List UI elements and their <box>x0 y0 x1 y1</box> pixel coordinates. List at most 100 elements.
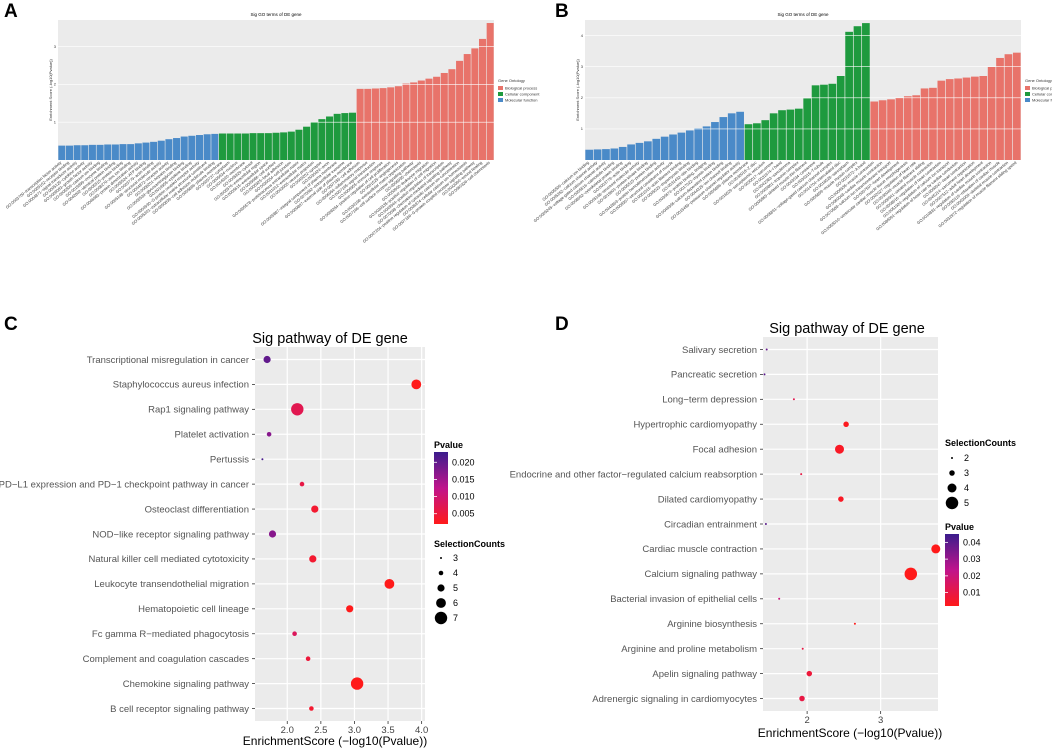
bar <box>379 88 387 160</box>
bar <box>610 148 619 160</box>
bar <box>602 149 610 160</box>
data-point <box>384 579 395 589</box>
bar <box>410 82 418 160</box>
size-legend-label: 6 <box>453 598 458 608</box>
bar <box>119 144 127 160</box>
bar <box>870 101 879 160</box>
bar <box>937 80 946 160</box>
bar <box>356 88 364 160</box>
size-legend-label: 7 <box>453 613 458 623</box>
bar <box>134 143 142 160</box>
y-tick-label: Complement and coagulation cascades <box>83 654 250 665</box>
colorbar-tick-label: 0.03 <box>963 554 981 564</box>
y-tick-label: Apelin signaling pathway <box>652 669 757 680</box>
data-point <box>800 473 803 476</box>
bar <box>836 76 845 160</box>
panel-a-bar-chart: Sig GO terms of DE gene Enrichment Score… <box>4 12 540 244</box>
bar <box>364 88 372 160</box>
chart-title: Sig GO terms of DE gene <box>777 12 829 17</box>
bar <box>195 135 204 160</box>
data-point <box>838 496 844 502</box>
bar <box>65 145 73 160</box>
x-axis-label: EnrichmentScore (−log10(Pvalue)) <box>758 726 942 740</box>
y-tick-label: Adrenergic signaling in cardiomyocytes <box>592 694 757 705</box>
panel-label-a: A <box>4 1 18 22</box>
data-point <box>853 622 856 625</box>
y-tick-label: Leukocyte transendothelial migration <box>94 579 249 590</box>
data-point <box>931 544 941 554</box>
panel-label-b: B <box>555 1 569 22</box>
chart-title: Sig pathway of DE gene <box>252 331 408 347</box>
size-legend-label: 5 <box>453 583 458 593</box>
y-tick-label: Staphylococcus aureus infection <box>113 380 249 391</box>
y-tick-label: Cardiac muscle contraction <box>642 544 757 555</box>
data-point <box>299 481 305 487</box>
y-axis-label: Enrichment Score (-log10(Pvalue)) <box>48 59 53 121</box>
bar <box>769 113 778 160</box>
bar <box>81 145 89 160</box>
y-tick-label: Chemokine signaling pathway <box>123 679 249 690</box>
y-tick-label: Hematopoietic cell lineage <box>138 604 249 615</box>
bar <box>58 145 66 160</box>
data-point <box>311 505 319 513</box>
bar <box>1004 54 1013 160</box>
pvalue-legend-title: Pvalue <box>945 522 974 532</box>
data-point <box>835 444 844 454</box>
bar <box>218 133 226 160</box>
bar <box>463 54 471 160</box>
bar <box>165 139 173 160</box>
bar <box>954 78 962 160</box>
colorbar-tick-label: 0.015 <box>452 474 475 484</box>
y-tick-label: Transcriptional misregulation in cancer <box>87 355 249 366</box>
data-point <box>291 403 304 416</box>
y-tick-label: Osteoclast differentiation <box>145 504 249 515</box>
bar <box>828 83 837 160</box>
bar <box>794 108 803 160</box>
bar <box>394 86 402 160</box>
data-point <box>268 530 277 538</box>
size-legend-dot <box>440 557 442 559</box>
bar <box>912 95 921 160</box>
bar <box>326 116 334 160</box>
bar <box>920 88 929 160</box>
bar <box>711 122 719 160</box>
colorbar-tick-label: 0.04 <box>963 537 981 547</box>
legend-swatch <box>498 86 503 90</box>
data-point <box>305 656 311 661</box>
bar <box>652 138 661 160</box>
bar <box>456 60 464 160</box>
bar <box>845 31 853 160</box>
legend-label: Molecular function <box>1032 98 1052 103</box>
y-tick-label: B cell receptor signaling pathway <box>110 704 249 715</box>
bar <box>685 130 694 160</box>
data-point <box>263 355 271 364</box>
bar <box>142 142 150 160</box>
data-point <box>309 706 314 711</box>
x-tick-label: 2 <box>804 715 809 726</box>
size-legend-label: 2 <box>964 453 969 463</box>
colorbar-tick-label: 0.010 <box>452 492 475 502</box>
bar <box>333 113 341 160</box>
y-tick-label: Circadian entrainment <box>664 519 757 530</box>
bar <box>341 113 349 160</box>
legend-swatch <box>498 98 503 102</box>
bar <box>660 136 669 160</box>
size-legend-dot <box>951 457 953 459</box>
size-legend-label: 3 <box>453 553 458 563</box>
bar <box>618 146 627 160</box>
bar <box>226 133 234 160</box>
y-tick-label: Arginine and proline metabolism <box>621 644 757 655</box>
size-legend-dot <box>947 483 957 493</box>
bar <box>971 76 979 160</box>
colorbar-tick-label: 0.02 <box>963 571 981 581</box>
y-tick-label: Pancreatic secretion <box>671 370 757 381</box>
bar <box>486 23 494 161</box>
bar <box>736 111 744 160</box>
y-tick-label: 1 <box>581 126 584 131</box>
data-point <box>261 458 264 461</box>
size-legend-title: SelectionCounts <box>945 438 1016 448</box>
x-tick-label: 3.5 <box>381 725 394 736</box>
y-tick-label: Platelet activation <box>175 430 249 441</box>
bar <box>111 144 119 160</box>
legend-label: Biological process <box>505 86 537 91</box>
